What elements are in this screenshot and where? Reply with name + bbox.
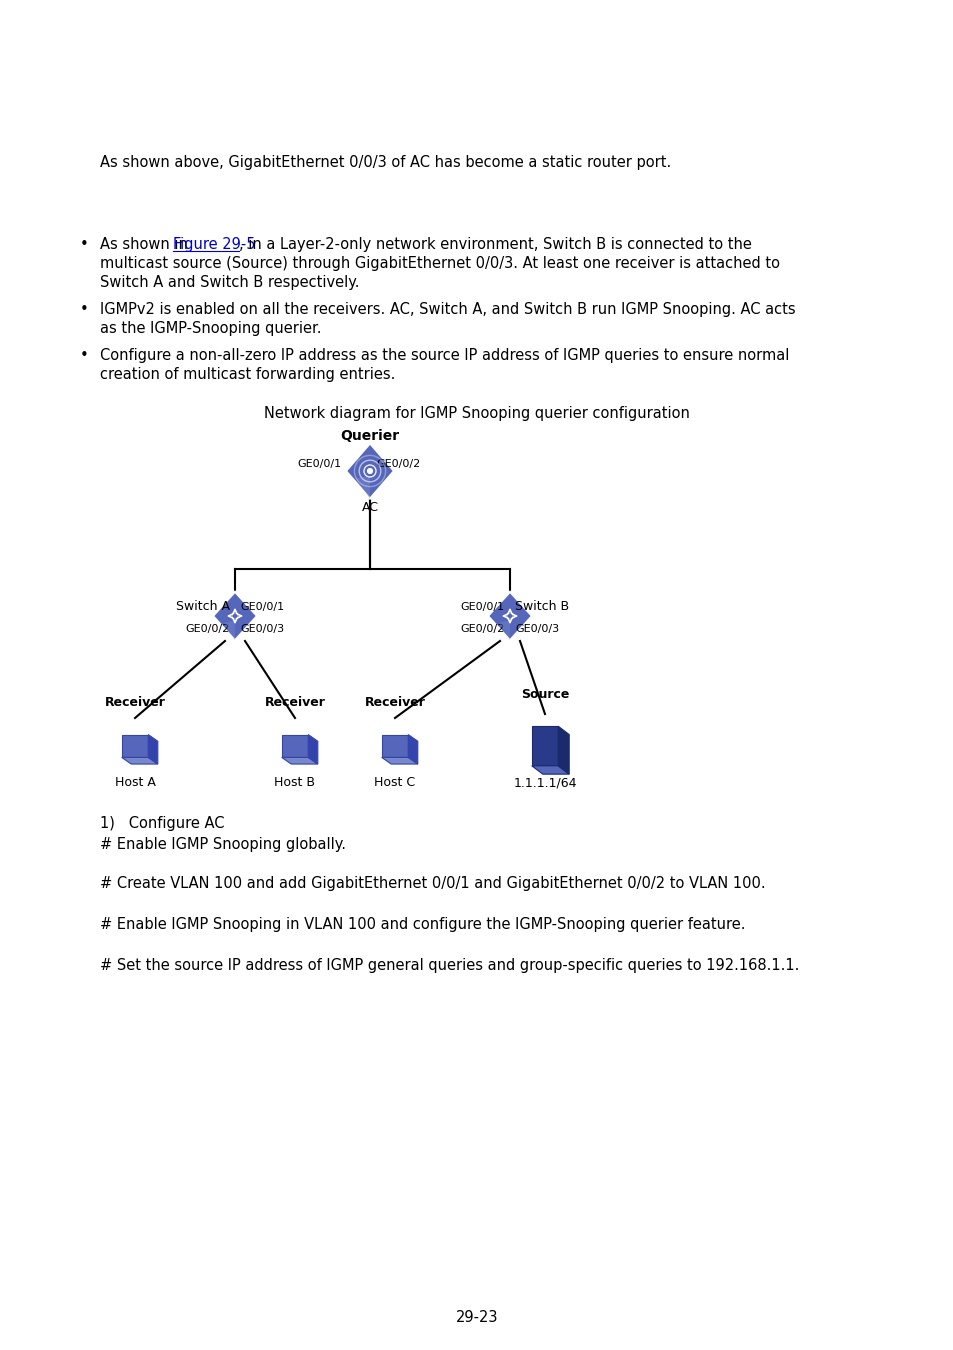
Text: # Enable IGMP Snooping globally.: # Enable IGMP Snooping globally.	[100, 837, 346, 852]
Text: 1)   Configure AC: 1) Configure AC	[100, 815, 224, 832]
Polygon shape	[346, 443, 394, 498]
Polygon shape	[308, 734, 317, 764]
Text: Receiver: Receiver	[105, 697, 165, 709]
Polygon shape	[224, 621, 234, 640]
Text: , in a Layer-2-only network environment, Switch B is connected to the: , in a Layer-2-only network environment,…	[239, 238, 751, 252]
Text: Figure 29-5: Figure 29-5	[172, 238, 254, 252]
Text: IGMPv2 is enabled on all the receivers. AC, Switch A, and Switch B run IGMP Snoo: IGMPv2 is enabled on all the receivers. …	[100, 302, 795, 317]
Text: GE0/0/1: GE0/0/1	[297, 459, 341, 468]
Polygon shape	[381, 734, 408, 757]
Text: •: •	[80, 302, 89, 317]
Text: 29-23: 29-23	[456, 1310, 497, 1324]
Text: •: •	[80, 238, 89, 252]
Text: As shown above, GigabitEthernet 0/0/3 of AC has become a static router port.: As shown above, GigabitEthernet 0/0/3 of…	[100, 155, 671, 170]
Text: Source: Source	[520, 688, 569, 701]
Text: Receiver: Receiver	[264, 697, 325, 709]
Text: as the IGMP-Snooping querier.: as the IGMP-Snooping querier.	[100, 321, 321, 336]
Text: GE0/0/2: GE0/0/2	[186, 624, 230, 634]
Text: AC: AC	[361, 501, 378, 514]
Polygon shape	[281, 757, 317, 764]
Polygon shape	[122, 734, 148, 757]
Text: # Set the source IP address of IGMP general queries and group-specific queries t: # Set the source IP address of IGMP gene…	[100, 958, 799, 973]
Text: Host B: Host B	[274, 776, 315, 788]
Text: # Enable IGMP Snooping in VLAN 100 and configure the IGMP-Snooping querier featu: # Enable IGMP Snooping in VLAN 100 and c…	[100, 917, 744, 932]
Text: creation of multicast forwarding entries.: creation of multicast forwarding entries…	[100, 367, 395, 382]
Polygon shape	[148, 734, 157, 764]
Polygon shape	[122, 757, 157, 764]
Text: Switch B: Switch B	[515, 599, 569, 613]
Polygon shape	[408, 734, 417, 764]
Polygon shape	[381, 757, 417, 764]
Text: GE0/0/2: GE0/0/2	[375, 459, 420, 468]
Text: Switch A and Switch B respectively.: Switch A and Switch B respectively.	[100, 275, 359, 290]
Text: 1.1.1.1/64: 1.1.1.1/64	[513, 776, 577, 788]
Text: GE0/0/2: GE0/0/2	[460, 624, 504, 634]
Text: GE0/0/1: GE0/0/1	[240, 602, 284, 612]
Text: Switch A: Switch A	[175, 599, 230, 613]
Polygon shape	[213, 591, 256, 640]
Text: Host C: Host C	[374, 776, 416, 788]
Text: Host A: Host A	[114, 776, 155, 788]
Text: •: •	[80, 348, 89, 363]
Polygon shape	[488, 591, 532, 640]
Text: Network diagram for IGMP Snooping querier configuration: Network diagram for IGMP Snooping querie…	[264, 406, 689, 421]
Text: GE0/0/3: GE0/0/3	[515, 624, 558, 634]
Text: Querier: Querier	[340, 429, 399, 443]
Polygon shape	[281, 734, 308, 757]
Polygon shape	[531, 726, 558, 765]
Text: GE0/0/1: GE0/0/1	[460, 602, 504, 612]
Polygon shape	[531, 765, 569, 774]
Text: multicast source (Source) through GigabitEthernet 0/0/3. At least one receiver i: multicast source (Source) through Gigabi…	[100, 256, 780, 271]
Text: As shown in: As shown in	[100, 238, 193, 252]
Text: GE0/0/3: GE0/0/3	[240, 624, 284, 634]
Text: # Create VLAN 100 and add GigabitEthernet 0/0/1 and GigabitEthernet 0/0/2 to VLA: # Create VLAN 100 and add GigabitEtherne…	[100, 876, 765, 891]
Circle shape	[367, 468, 372, 474]
Polygon shape	[558, 726, 569, 774]
Text: Receiver: Receiver	[364, 697, 425, 709]
Polygon shape	[355, 475, 370, 498]
Text: Configure a non-all-zero IP address as the source IP address of IGMP queries to : Configure a non-all-zero IP address as t…	[100, 348, 788, 363]
Polygon shape	[498, 621, 510, 640]
